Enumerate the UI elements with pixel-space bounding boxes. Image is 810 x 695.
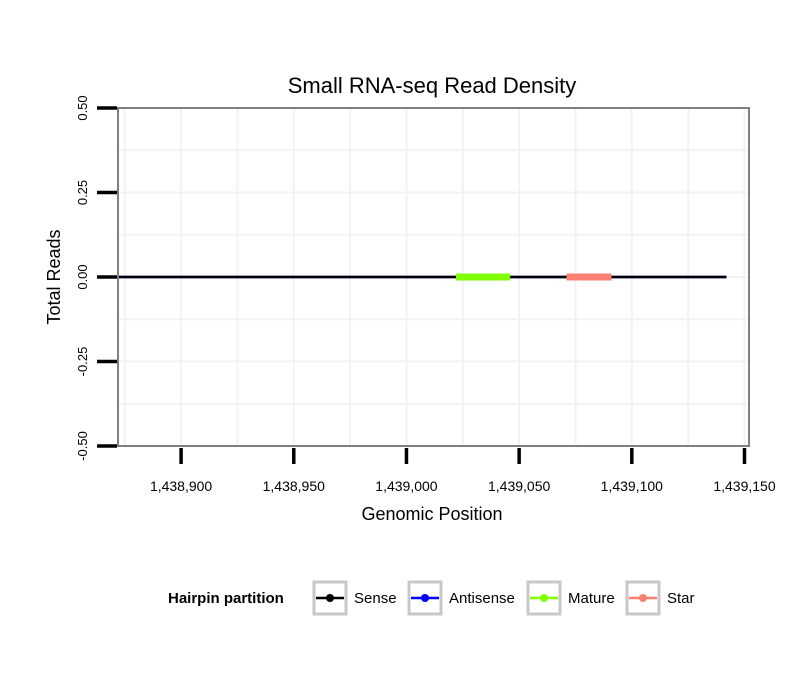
y-tick-label: -0.50 <box>75 431 90 461</box>
legend-title: Hairpin partition <box>168 590 284 607</box>
legend: Hairpin partition Sense Antisense Mature St… <box>168 580 695 616</box>
y-tick-label: 0.00 <box>75 264 90 289</box>
legend-key-point <box>540 594 548 602</box>
legend-label-star: Star <box>667 590 695 607</box>
legend-label-sense: Sense <box>354 590 397 607</box>
legend-key-point <box>639 594 647 602</box>
x-tick-label: 1,439,100 <box>601 478 663 494</box>
x-axis-label: Genomic Position <box>361 504 502 524</box>
y-tick-label: -0.25 <box>75 347 90 377</box>
y-axis: -0.50 -0.25 0.00 0.25 0.50 <box>75 95 117 461</box>
plot-panel-border <box>117 107 750 447</box>
x-tick-label: 1,438,900 <box>150 478 212 494</box>
legend-label-antisense: Antisense <box>449 590 515 607</box>
legend-key-point <box>421 594 429 602</box>
x-axis: 1,438,900 1,438,950 1,439,000 1,439,050 1,43… <box>150 448 776 494</box>
x-tick-label: 1,439,000 <box>375 478 437 494</box>
y-tick-label: 0.25 <box>75 180 90 205</box>
legend-label-mature: Mature <box>568 590 615 607</box>
grid <box>118 108 749 446</box>
x-tick-label: 1,439,150 <box>713 478 775 494</box>
chart-title: Small RNA-seq Read Density <box>288 73 577 98</box>
x-tick-label: 1,438,950 <box>263 478 325 494</box>
legend-key-point <box>326 594 334 602</box>
y-axis-label: Total Reads <box>44 229 64 324</box>
y-tick-label: 0.50 <box>75 95 90 120</box>
x-tick-label: 1,439,050 <box>488 478 550 494</box>
